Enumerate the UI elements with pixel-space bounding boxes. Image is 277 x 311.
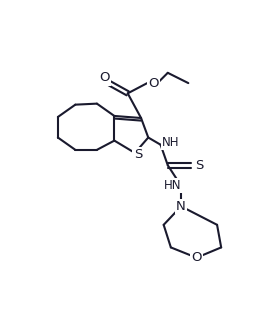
Text: NH: NH <box>162 136 179 149</box>
Text: S: S <box>134 148 142 161</box>
Text: O: O <box>99 72 109 85</box>
Text: N: N <box>176 200 186 213</box>
Text: HN: HN <box>164 179 182 192</box>
Text: S: S <box>195 159 204 172</box>
Text: O: O <box>191 251 202 264</box>
Text: O: O <box>148 77 159 90</box>
